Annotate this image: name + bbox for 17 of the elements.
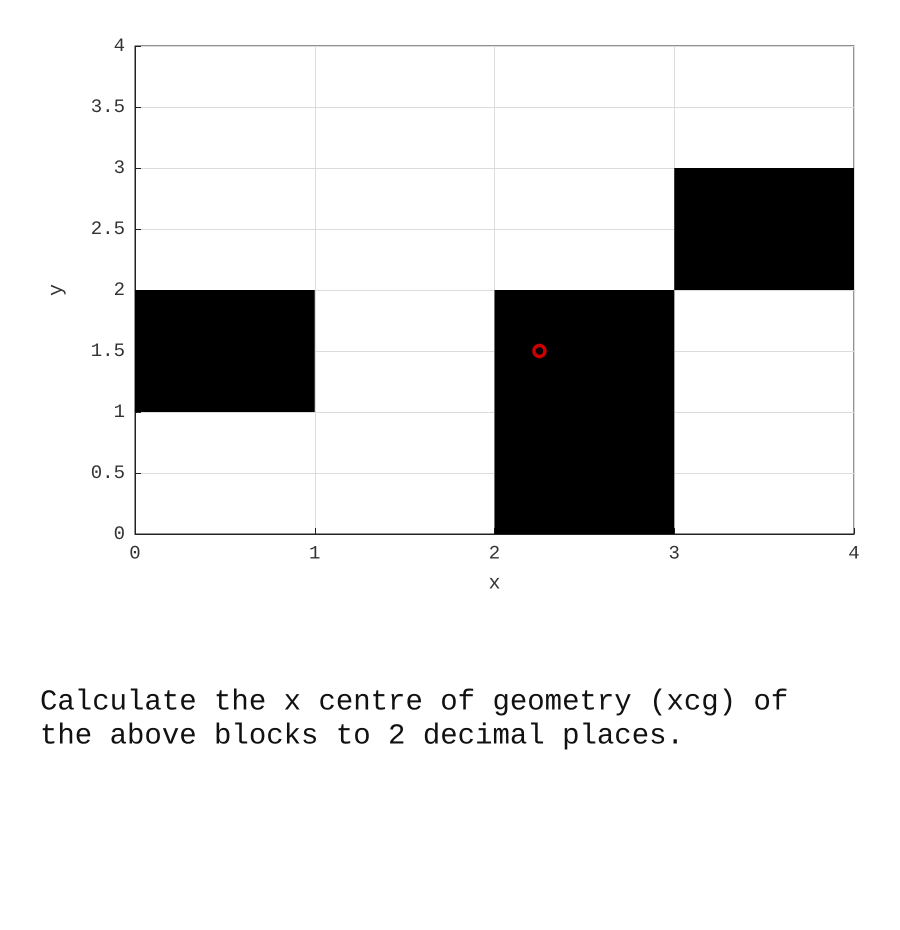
y-tick-label: 4 [114,35,125,57]
x-axis-title: x [488,572,501,596]
text: Calculate the x centre of geometry (xcg) of the above blocks to 2 decimal places. [40,686,806,752]
x-tick-label: 4 [848,542,860,564]
y-tick-label: 3.5 [90,96,125,118]
y-tick-label: 0 [114,523,125,545]
x-tick-label: 0 [129,542,141,564]
y-tick-label: 1.5 [90,340,125,362]
y-tick-label: 2 [114,279,125,301]
x-tick-label: 1 [309,542,320,564]
y-tick-label: 3 [114,157,125,179]
y-tick-label: 0.5 [90,462,125,484]
y-tick-label: 1 [114,401,125,423]
y-axis-title: y [46,284,68,296]
x-tick-label: 3 [668,542,680,564]
y-tick-label: 2.5 [90,218,125,240]
x-tick-label: 2 [488,542,500,564]
